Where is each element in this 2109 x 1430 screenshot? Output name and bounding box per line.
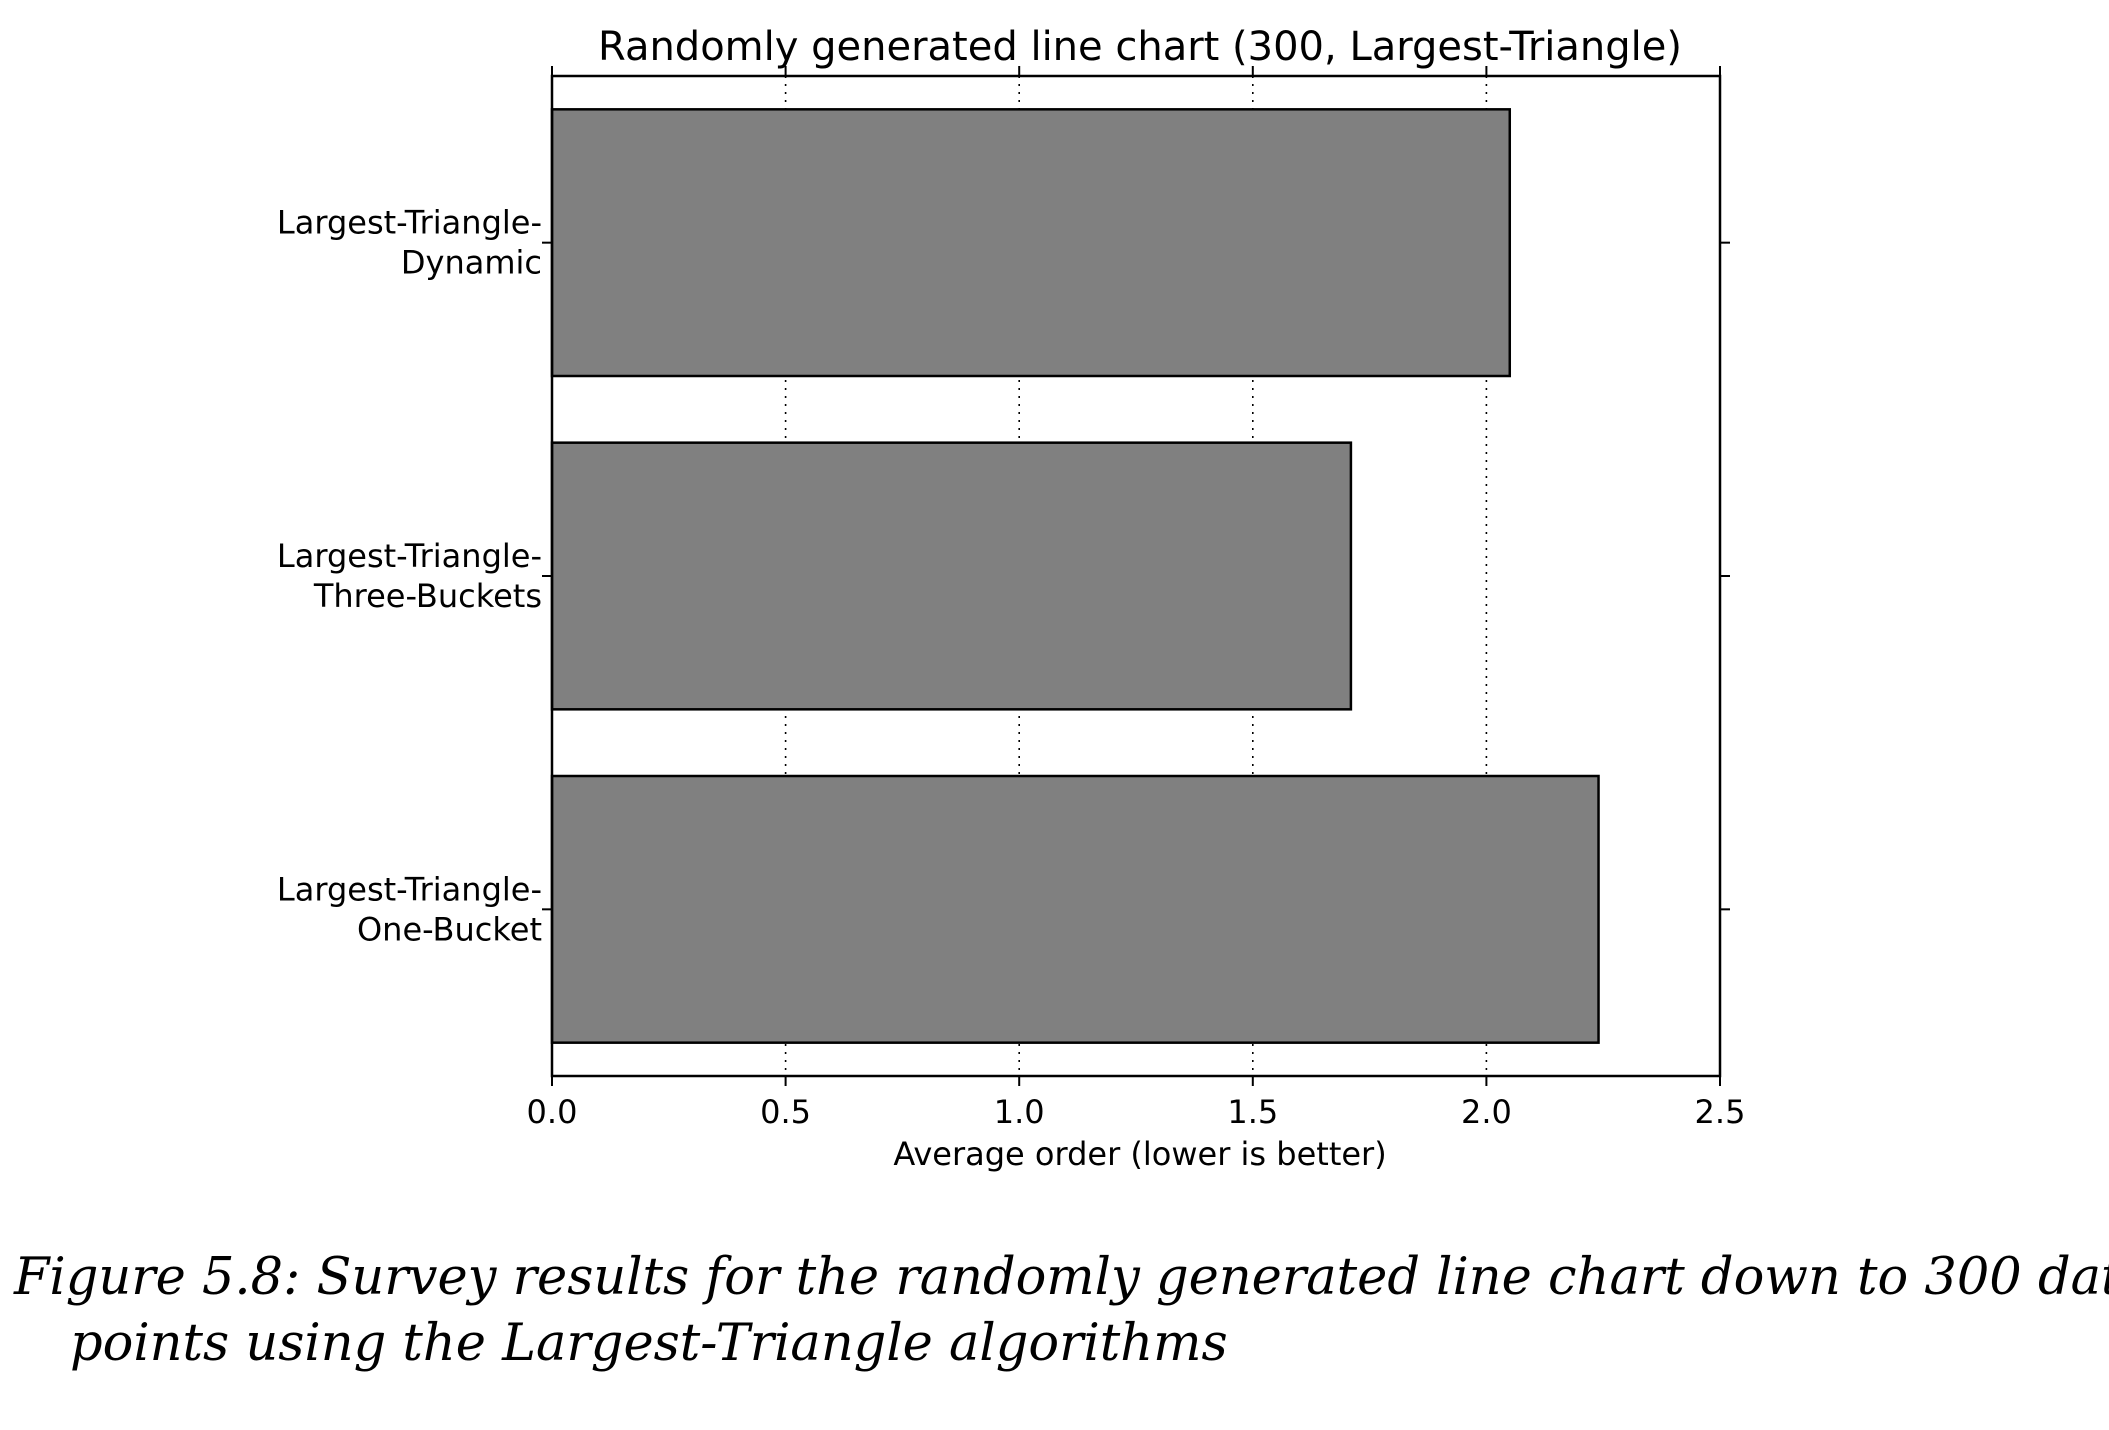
bar-2 — [550, 441, 1353, 711]
bar-chart: Randomly generated line chart (300, Larg… — [277, 24, 1746, 1173]
x-tick-label-0: 0.0 — [527, 1093, 578, 1131]
x-tick-label-1: 0.5 — [760, 1093, 811, 1131]
x-axis-label: Average order (lower is better) — [893, 1135, 1386, 1173]
figure-caption: Figure 5.8: Survey results for the rando… — [14, 1245, 2109, 1377]
bars — [550, 108, 1600, 1044]
x-tick-label-3: 1.5 — [1227, 1093, 1278, 1131]
x-tick-label-4: 2.0 — [1461, 1093, 1512, 1131]
caption-line-1: Figure 5.8: Survey results for the rando… — [14, 1248, 2109, 1307]
y-tick-label-3-line-1: Largest-Triangle- — [277, 870, 542, 908]
x-tick-label-2: 1.0 — [994, 1093, 1045, 1131]
x-tick-label-5: 2.5 — [1695, 1093, 1746, 1131]
y-tick-label-2-line-1: Largest-Triangle- — [277, 537, 542, 575]
chart-title: Randomly generated line chart (300, Larg… — [598, 24, 1682, 70]
x-axis-ticks: 0.0 0.5 1.0 1.5 2.0 2.5 — [527, 66, 1746, 1131]
y-axis-ticks: Largest-Triangle-DynamicLargest-Triangle… — [277, 204, 1730, 948]
bar-3 — [550, 774, 1600, 1044]
bar-1 — [550, 108, 1512, 378]
y-tick-label-1-line-2: Dynamic — [401, 244, 542, 282]
y-tick-label-3-line-2: One-Bucket — [357, 910, 542, 948]
caption-line-2: points using the Largest-Triangle algori… — [70, 1314, 1228, 1373]
y-tick-label-2-line-2: Three-Buckets — [313, 577, 542, 615]
y-tick-label-1-line-1: Largest-Triangle- — [277, 204, 542, 242]
